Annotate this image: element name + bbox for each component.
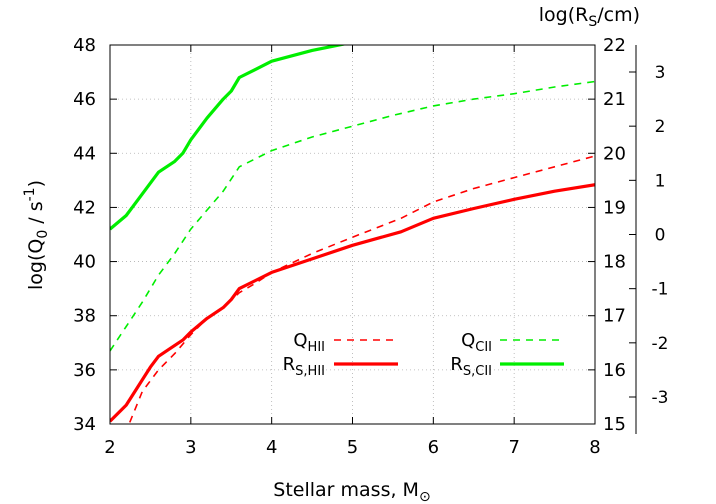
- y-left-axis-label: log(Q0 / s-1): [22, 180, 51, 290]
- grid-lines: [110, 45, 595, 424]
- secondary-right-axis: -3 -2 -1 0 1 2 3: [629, 45, 668, 434]
- series-line-rs_cii: [110, 45, 348, 231]
- y-right-tick-label: 20: [603, 143, 626, 164]
- y-left-tick-label: 48: [73, 35, 96, 56]
- secondary-tick-label: -1: [652, 280, 669, 300]
- secondary-tick-label: 3: [655, 63, 666, 83]
- y-left-tick-label: 42: [73, 197, 96, 218]
- plot-area: [110, 45, 595, 424]
- y-right-tick-label: 15: [603, 414, 626, 435]
- y-left-tick-label: 34: [73, 414, 96, 435]
- legend-label-q_hii: QHII: [293, 330, 325, 355]
- series-line-q_hii: [127, 155, 595, 424]
- x-tick-label: 3: [185, 437, 196, 458]
- legend-label-rs_hii: RS,HII: [283, 354, 325, 379]
- x-tick-label: 4: [266, 437, 277, 458]
- axis-labels: Stellar mass, M⊙ log(Q0 / s-1) log(RS/cm): [22, 4, 640, 504]
- secondary-tick-label: 1: [655, 171, 666, 191]
- x-tick-label: 7: [508, 437, 519, 458]
- x-tick-label: 6: [428, 437, 439, 458]
- secondary-tick-label: -3: [652, 388, 669, 408]
- y-right-tick-label: 22: [603, 35, 626, 56]
- y-right-tick-label: 16: [603, 360, 626, 381]
- y-right-tick-label: 21: [603, 89, 626, 110]
- y-right-axis-label: log(RS/cm): [539, 4, 640, 30]
- y-right-tick-label: 19: [603, 197, 626, 218]
- y-left-tick-label: 36: [73, 360, 96, 381]
- secondary-tick-label: 0: [655, 226, 666, 246]
- x-axis-label: Stellar mass, M⊙: [273, 479, 430, 504]
- y-left-tick-label: 40: [73, 252, 96, 273]
- y-right-tick-label: 18: [603, 252, 626, 273]
- x-tick-label: 5: [347, 437, 358, 458]
- x-tick-label: 2: [104, 437, 115, 458]
- y-left-tick-label: 38: [73, 306, 96, 327]
- secondary-tick-label: -2: [652, 334, 669, 354]
- series-line-q_cii: [110, 80, 595, 352]
- y-left-tick-label: 44: [73, 143, 96, 164]
- y-right-tick-label: 17: [603, 306, 626, 327]
- legend-label-rs_cii: RS,CII: [450, 354, 492, 379]
- secondary-tick-label: 2: [655, 117, 666, 137]
- y-left-tick-label: 46: [73, 89, 96, 110]
- legend-label-q_cii: QCII: [461, 330, 492, 355]
- x-tick-label: 8: [589, 437, 600, 458]
- series-line-rs_hii: [110, 183, 595, 423]
